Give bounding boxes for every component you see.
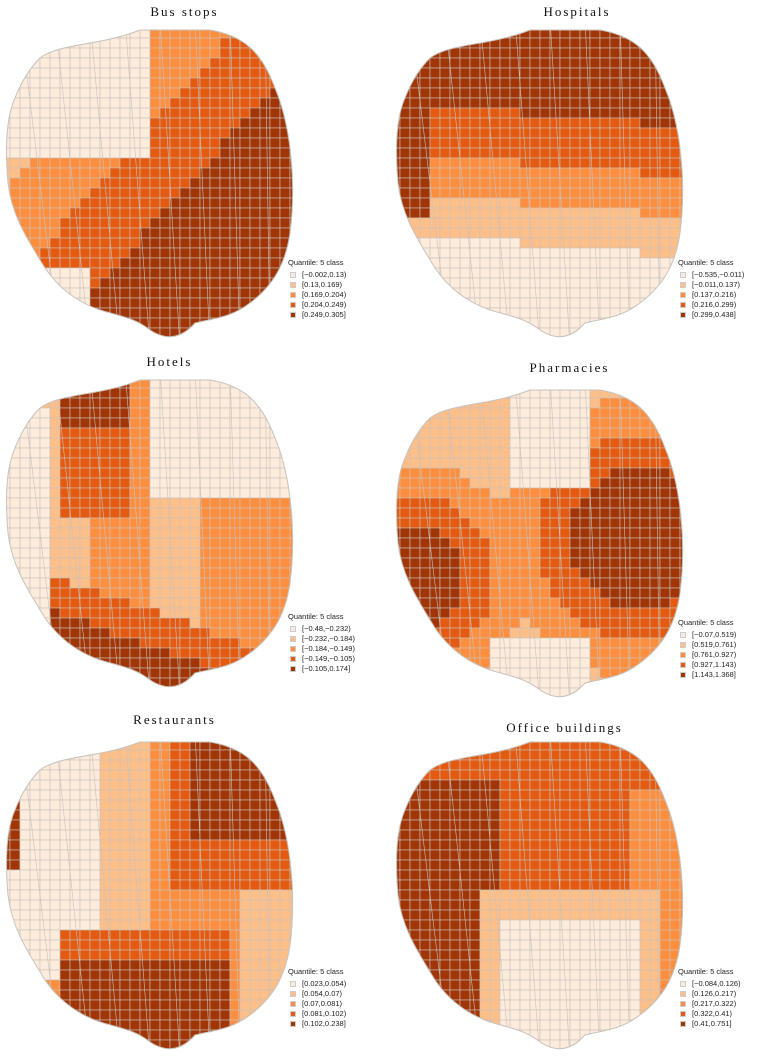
legend-title: Quantile: 5 class — [288, 612, 344, 621]
map-title: Restaurants — [133, 712, 216, 727]
legend-swatch — [680, 652, 686, 658]
legend-item: [0.41,0.751] — [678, 1019, 741, 1029]
legend-item: [−0.07,0.519) — [678, 630, 736, 640]
legend-swatch — [680, 282, 686, 288]
legend-title: Quantile: 5 class — [678, 967, 734, 976]
map-legend: Quantile: 5 class [−0.084,0.126) [0.126,… — [678, 967, 741, 1029]
map-panel-hotels: Hotels Quantile: 5 class [−0.48,−0.232) … — [0, 350, 379, 702]
legend-item: [−0.184,−0.149) — [288, 644, 355, 654]
legend-swatch — [680, 632, 686, 638]
legend-item: [−0.105,0.174] — [288, 664, 355, 674]
legend-swatch — [290, 636, 296, 642]
legend-item: [0.322,0.41) — [678, 1009, 741, 1019]
legend-swatch — [290, 666, 296, 672]
legend-item: [0.13,0.169) — [288, 280, 346, 290]
legend-item: [0.249,0.305] — [288, 310, 346, 320]
legend-swatch — [290, 646, 296, 652]
legend-item: [0.217,0.322) — [678, 999, 741, 1009]
legend-swatch — [680, 1011, 686, 1017]
choropleth-map — [395, 741, 684, 1050]
map-panel-hospitals: Hospitals Quantile: 5 class [−0.535,−0.0… — [390, 0, 759, 352]
legend-item: [0.216,0.299) — [678, 300, 744, 310]
legend-swatch — [290, 1001, 296, 1007]
map-legend: Quantile: 5 class [−0.48,−0.232) [−0.232… — [288, 612, 355, 674]
legend-title: Quantile: 5 class — [288, 258, 344, 267]
legend-swatch — [680, 662, 686, 668]
legend-item: [0.023,0.054) — [288, 979, 346, 989]
legend-item: [−0.011,0.137) — [678, 280, 744, 290]
legend-title: Quantile: 5 class — [678, 258, 734, 267]
legend-item: [−0.535,−0.011) — [678, 270, 744, 280]
legend-swatch — [680, 272, 686, 278]
legend-item: [0.102,0.238] — [288, 1019, 346, 1029]
map-legend: Quantile: 5 class [0.023,0.054) [0.054,0… — [288, 967, 346, 1029]
legend-swatch — [290, 282, 296, 288]
legend-item: [0.054,0.07) — [288, 989, 346, 999]
legend-item: [0.081,0.102) — [288, 1009, 346, 1019]
legend-swatch — [290, 991, 296, 997]
map-panel-office-buildings: Office buildings Quantile: 5 class [−0.0… — [390, 712, 759, 1064]
legend-swatch — [290, 302, 296, 308]
choropleth-map — [5, 379, 294, 688]
legend-item: [1.143,1.368] — [678, 670, 736, 680]
legend-swatch — [290, 292, 296, 298]
legend-swatch — [290, 981, 296, 987]
choropleth-map — [5, 741, 294, 1050]
legend-item: [0.519,0.761) — [678, 640, 736, 650]
legend-swatch — [680, 1001, 686, 1007]
map-panel-restaurants: Restaurants Quantile: 5 class [0.023,0.0… — [0, 712, 379, 1064]
choropleth-map — [395, 389, 684, 698]
legend-item: [−0.149,−0.105) — [288, 654, 355, 664]
legend-swatch — [290, 1011, 296, 1017]
map-legend: Quantile: 5 class [−0.07,0.519) [0.519,0… — [678, 618, 736, 680]
legend-item: [−0.48,−0.232) — [288, 624, 355, 634]
legend-swatch — [290, 626, 296, 632]
legend-swatch — [290, 272, 296, 278]
legend-swatch — [680, 292, 686, 298]
legend-item: [0.169,0.204) — [288, 290, 346, 300]
legend-swatch — [680, 1021, 686, 1027]
legend-title: Quantile: 5 class — [288, 967, 344, 976]
map-title: Hospitals — [543, 4, 611, 19]
map-title: Bus stops — [150, 4, 219, 19]
map-title: Pharmacies — [529, 360, 610, 375]
map-panel-pharmacies: Pharmacies Quantile: 5 class [−0.07,0.51… — [390, 360, 759, 712]
legend-item: [0.137,0.216) — [678, 290, 744, 300]
map-title: Hotels — [146, 354, 193, 369]
legend-item: [−0.084,0.126) — [678, 979, 741, 989]
legend-title: Quantile: 5 class — [678, 618, 734, 627]
legend-item: [−0.232,−0.184) — [288, 634, 355, 644]
legend-swatch — [680, 981, 686, 987]
legend-swatch — [290, 1021, 296, 1027]
legend-swatch — [680, 672, 686, 678]
legend-swatch — [290, 656, 296, 662]
legend-item: [0.126,0.217) — [678, 989, 741, 999]
legend-item: [0.204,0.249) — [288, 300, 346, 310]
legend-item: [0.299,0.438] — [678, 310, 744, 320]
legend-item: [0.07,0.081) — [288, 999, 346, 1009]
legend-swatch — [680, 312, 686, 318]
choropleth-map — [395, 29, 684, 338]
legend-swatch — [680, 991, 686, 997]
map-panel-bus-stops: Bus stops Quantile: 5 class [−0.002,0.13… — [0, 0, 379, 352]
legend-swatch — [680, 642, 686, 648]
map-legend: Quantile: 5 class [−0.535,−0.011) [−0.01… — [678, 258, 744, 320]
legend-item: [0.927,1.143) — [678, 660, 736, 670]
map-legend: Quantile: 5 class [−0.002,0.13) [0.13,0.… — [288, 258, 346, 320]
legend-swatch — [290, 312, 296, 318]
legend-item: [−0.002,0.13) — [288, 270, 346, 280]
choropleth-map — [5, 29, 294, 338]
legend-item: [0.761,0.927) — [678, 650, 736, 660]
map-title: Office buildings — [506, 720, 623, 735]
legend-swatch — [680, 302, 686, 308]
